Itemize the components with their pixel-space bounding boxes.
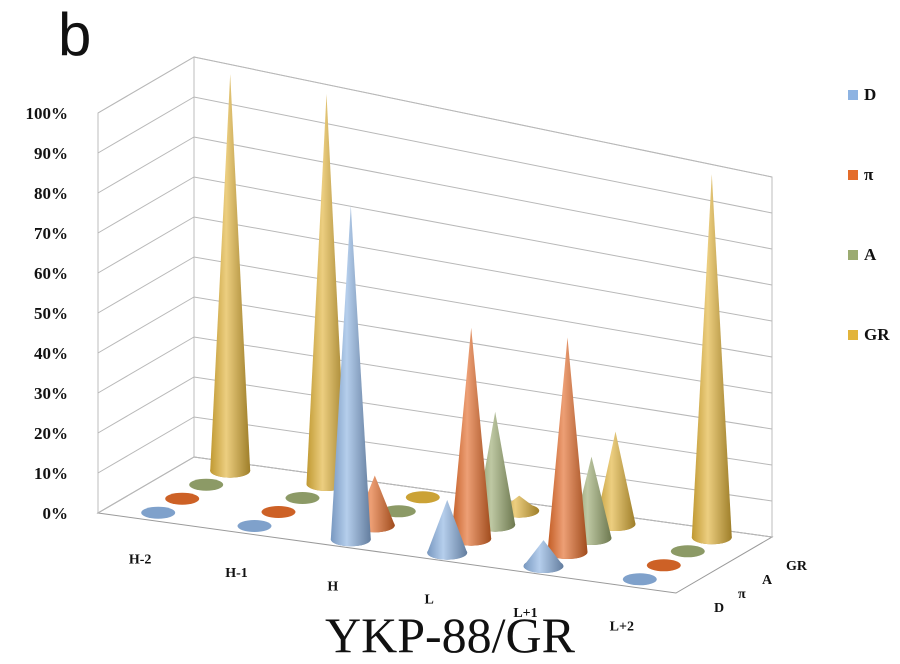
cone-D-L — [427, 499, 468, 560]
x-tick-label: H-1 — [225, 566, 248, 581]
y-tick-label: 0% — [43, 504, 69, 523]
cone-base-D-H-1 — [237, 520, 272, 532]
cone-GR-L+2 — [691, 174, 732, 545]
cone-base-A-H-2 — [189, 478, 224, 491]
legend-label: GR — [864, 325, 890, 344]
y-tick-label: 10% — [34, 464, 68, 483]
gridline — [97, 96, 773, 214]
legend-label: A — [864, 245, 877, 264]
gridline — [97, 56, 773, 178]
x-tick-label: H — [327, 579, 338, 594]
y-tick-label: 20% — [34, 424, 68, 443]
gridline — [97, 216, 773, 322]
cone-base-GR-H — [405, 491, 440, 504]
x-tick-label: L+1 — [513, 606, 537, 621]
y-tick-label: 50% — [34, 304, 68, 323]
legend-swatch — [848, 90, 858, 100]
depth-axis-ticks: Dπ A GR — [714, 559, 808, 616]
depth-tick-label: π — [738, 587, 746, 602]
legend-swatch — [848, 330, 858, 340]
legend-label: π — [864, 165, 874, 184]
y-tick-label: 70% — [34, 224, 68, 243]
x-axis-ticks: H-2 H-1 H L L+1 L+2 — [129, 553, 634, 635]
depth-tick-label: GR — [786, 559, 808, 574]
cone-base-A-L+2 — [670, 545, 705, 558]
y-tick-label: 30% — [34, 384, 68, 403]
cone-base-π-H-2 — [165, 492, 200, 505]
cone-marks — [141, 74, 732, 586]
depth-tick-label: A — [762, 573, 773, 588]
y-tick-label: 80% — [34, 184, 68, 203]
depth-tick-label: D — [714, 601, 724, 616]
gridline — [97, 376, 773, 466]
legend-item-π: π — [848, 164, 873, 186]
gridline — [97, 176, 773, 286]
chart-walls — [96, 56, 774, 594]
gridline — [97, 296, 773, 394]
panel-letter: b — [58, 1, 92, 68]
legend-item-D: D — [848, 84, 876, 106]
cone-D-H — [330, 205, 371, 547]
y-tick-label: 90% — [34, 144, 68, 163]
y-tick-label: 100% — [26, 104, 69, 123]
y-tick-label: 60% — [34, 264, 68, 283]
legend-swatch — [848, 250, 858, 260]
cone-base-D-H-2 — [141, 506, 176, 519]
cone-base-A-H-1 — [285, 492, 320, 504]
legend-swatch — [848, 170, 858, 180]
gridline — [97, 256, 773, 358]
cone-base-π-L+2 — [646, 559, 681, 572]
x-tick-label: L — [424, 593, 433, 608]
gridline — [97, 336, 773, 430]
cone-GR-H-2 — [210, 74, 251, 478]
x-tick-label: L+2 — [610, 619, 634, 634]
gridline — [97, 136, 773, 250]
legend-item-GR: GR — [848, 324, 890, 346]
y-tick-label: 40% — [34, 344, 68, 363]
cone-D-L+1 — [523, 540, 564, 573]
legend-label: D — [864, 85, 877, 104]
cone-π-L+1 — [547, 337, 588, 559]
legend-item-A: A — [848, 244, 876, 266]
cone-base-π-H-1 — [261, 506, 296, 518]
cone-base-D-L+2 — [622, 573, 657, 586]
x-tick-label: H-2 — [129, 553, 152, 568]
y-axis-ticks: 0% 10% 20% 30% 40% 50% 60% 70% 80% 90% 100% — [26, 104, 69, 523]
chart-title: YKP-88/GR — [324, 607, 576, 663]
